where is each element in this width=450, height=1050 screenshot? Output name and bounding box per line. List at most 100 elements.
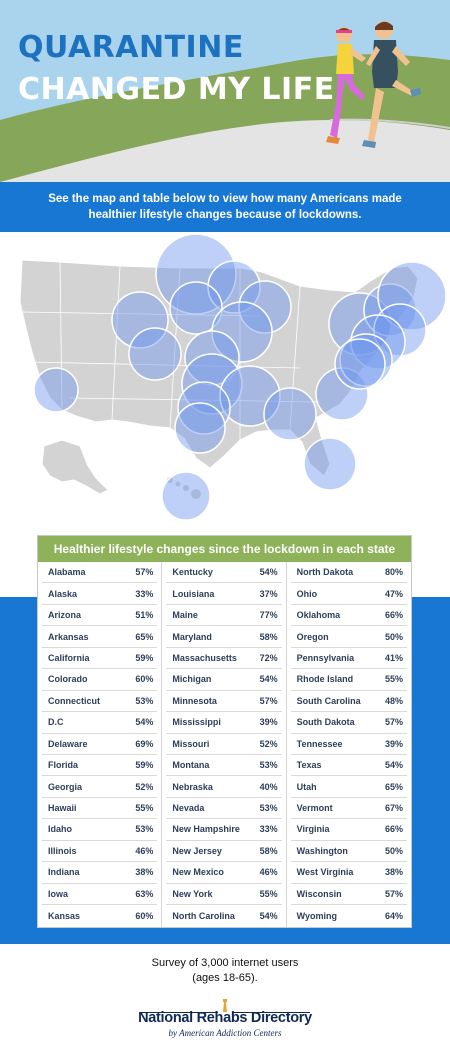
state-percent: 67% bbox=[384, 803, 403, 814]
state-name: Minnesota bbox=[172, 695, 217, 706]
state-name: North Carolina bbox=[172, 910, 235, 921]
table-row: Michigan 54% bbox=[166, 669, 282, 691]
brand-rule-right bbox=[232, 1012, 310, 1013]
state-name: Delaware bbox=[48, 738, 88, 749]
bubble-texas bbox=[174, 402, 226, 454]
hawaii-shape bbox=[167, 477, 201, 499]
state-percent: 37% bbox=[259, 588, 278, 599]
bubble-nebraska bbox=[184, 330, 240, 386]
state-name: Virginia bbox=[296, 824, 330, 835]
bubble-maine bbox=[377, 261, 447, 331]
state-name: Ohio bbox=[296, 588, 318, 599]
state-name: Michigan bbox=[172, 674, 212, 685]
state-percent: 66% bbox=[384, 610, 403, 621]
table-row: Texas 54% bbox=[290, 755, 407, 777]
state-percent: 58% bbox=[259, 631, 278, 642]
table-row: Colorado 60% bbox=[42, 669, 158, 691]
state-name: Maryland bbox=[172, 631, 212, 642]
state-percent: 53% bbox=[259, 803, 278, 814]
survey-line-2: (ages 18-65). bbox=[192, 972, 258, 984]
runner-man-icon bbox=[362, 21, 421, 148]
table-row: Virginia 66% bbox=[290, 819, 407, 841]
table-row: Ohio 47% bbox=[290, 583, 407, 605]
bubble-wisconsin bbox=[238, 280, 292, 334]
state-name: Indiana bbox=[48, 867, 80, 878]
state-name: Montana bbox=[172, 760, 210, 771]
bubble-north-dakota bbox=[155, 233, 237, 315]
table-row: North Dakota 80% bbox=[290, 562, 407, 584]
hero-illustration bbox=[0, 21, 450, 182]
state-name: Wisconsin bbox=[296, 888, 342, 899]
state-percent: 57% bbox=[384, 717, 403, 728]
state-percent: 52% bbox=[259, 738, 278, 749]
state-percent: 39% bbox=[259, 717, 278, 728]
state-name: Nevada bbox=[172, 803, 205, 814]
state-name: Wyoming bbox=[296, 910, 337, 921]
survey-line-1: Survey of 3,000 internet users bbox=[151, 957, 299, 969]
state-name: Georgia bbox=[48, 781, 83, 792]
state-name: Rhode Island bbox=[296, 674, 354, 685]
state-percent: 54% bbox=[259, 910, 278, 921]
state-name: Arizona bbox=[48, 610, 82, 621]
state-name: Pennsylvania bbox=[296, 652, 355, 663]
table-row: Tennessee 39% bbox=[290, 734, 407, 755]
state-percent: 51% bbox=[135, 610, 154, 621]
state-percent: 60% bbox=[135, 674, 154, 685]
state-name: Alaska bbox=[48, 588, 78, 599]
state-percent: 53% bbox=[259, 760, 278, 771]
table-row: North Carolina 54% bbox=[166, 905, 281, 926]
state-percent: 41% bbox=[384, 652, 403, 663]
state-percent: 54% bbox=[135, 717, 154, 728]
state-name: Hawaii bbox=[48, 803, 77, 814]
brand-name: National Rehabs Directory bbox=[138, 1010, 312, 1026]
table-row: Arizona 51% bbox=[42, 605, 158, 627]
table-row: Minnesota 57% bbox=[166, 691, 282, 713]
table-column-1: Alabama 57% Alaska 33% Arizona 51% Arkansas 65%… bbox=[38, 562, 163, 927]
table-row: Florida 59% bbox=[42, 755, 158, 777]
state-percent: 54% bbox=[259, 567, 278, 578]
state-name: Vermont bbox=[296, 803, 333, 814]
state-name: North Dakota bbox=[296, 567, 354, 578]
table-row: Washington 50% bbox=[290, 841, 407, 863]
state-name: Oregon bbox=[296, 631, 329, 642]
state-name: New Mexico bbox=[172, 867, 224, 878]
table-row: Wisconsin 57% bbox=[290, 884, 407, 905]
state-name: Tennessee bbox=[296, 738, 343, 749]
state-name: Nebraska bbox=[172, 781, 213, 792]
state-name: Oklahoma bbox=[296, 610, 341, 621]
table-row: West Virginia 38% bbox=[290, 862, 407, 884]
state-percent: 57% bbox=[384, 888, 403, 899]
bubble-oregon bbox=[128, 327, 182, 381]
us-bubble-map bbox=[0, 232, 450, 532]
table-row: Missouri 52% bbox=[166, 734, 282, 755]
table-row: New Jersey 58% bbox=[166, 841, 282, 863]
state-percent: 65% bbox=[384, 781, 403, 792]
table-row: Iowa 63% bbox=[42, 884, 158, 905]
state-percent: 59% bbox=[135, 760, 154, 771]
state-percent: 59% bbox=[135, 652, 154, 663]
state-name: Florida bbox=[48, 760, 79, 771]
table-row: Maryland 58% bbox=[166, 626, 282, 648]
table-row: Oregon 50% bbox=[290, 626, 407, 648]
state-name: Idaho bbox=[48, 824, 72, 835]
state-name: Arkansas bbox=[48, 631, 89, 642]
bubble-kansas bbox=[181, 353, 243, 415]
title-line-1: QUARANTINE bbox=[18, 30, 244, 65]
table-row: Vermont 67% bbox=[290, 798, 407, 820]
table-row: Illinois 46% bbox=[42, 841, 158, 863]
state-percent: 57% bbox=[259, 695, 278, 706]
table-row: New Hampshire 33% bbox=[166, 819, 282, 841]
bubble-florida bbox=[303, 437, 357, 491]
state-percent: 40% bbox=[259, 781, 278, 792]
state-name: Maine bbox=[172, 610, 198, 621]
bubble-arkansas bbox=[263, 387, 317, 441]
state-percent: 55% bbox=[135, 803, 154, 814]
state-percent: 33% bbox=[259, 824, 278, 835]
hero-banner: QUARANTINE CHANGED MY LIFE bbox=[0, 0, 450, 182]
table-row: California 59% bbox=[42, 648, 158, 670]
table-row: Hawaii 55% bbox=[42, 798, 158, 820]
state-name: Kentucky bbox=[172, 567, 213, 578]
table-row: Alaska 33% bbox=[42, 583, 158, 605]
table-title: Healthier lifestyle changes since the lo… bbox=[38, 536, 411, 562]
state-percent: 48% bbox=[384, 695, 403, 706]
